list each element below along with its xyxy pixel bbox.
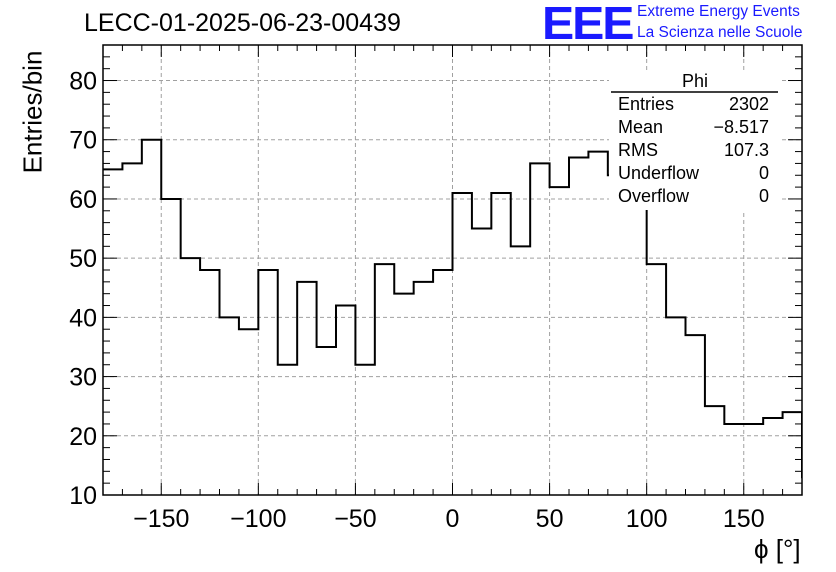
stats-row-label: Mean [618,117,663,137]
histogram-line [103,138,802,479]
y-tick-label: 60 [69,186,97,214]
x-tick-label: 0 [446,505,460,533]
stats-row-label: RMS [618,140,658,160]
x-tick-label: −150 [133,505,189,533]
plot-title: LECC-01-2025-06-23-00439 [84,9,401,37]
stats-row-value: 0 [759,163,769,183]
y-tick-label: 70 [69,127,97,155]
y-tick-label: 40 [69,304,97,332]
y-tick-label: 20 [69,423,97,451]
x-tick-label: 50 [536,505,564,533]
brand-line-1: Extreme Energy Events [637,3,800,20]
stats-row-value: 0 [759,186,769,206]
x-tick-label: −100 [230,505,286,533]
stats-row-value: 107.3 [724,140,769,160]
y-tick-label: 30 [69,364,97,392]
eee-logo: EEE [542,0,634,49]
stats-row-value: 2302 [729,94,769,114]
stats-box-name: Phi [682,71,708,91]
y-tick-label: 50 [69,245,97,273]
stats-box-bg [609,70,779,210]
x-axis-label: ϕ [°] [754,534,801,564]
x-tick-label: −50 [334,505,376,533]
stats-row-label: Underflow [618,163,700,183]
x-tick-label: 100 [626,505,668,533]
y-tick-label: 10 [69,482,97,510]
stats-row-value: −8.517 [713,117,769,137]
stats-row-label: Overflow [618,186,690,206]
stats-row-label: Entries [618,94,674,114]
x-tick-label: 150 [723,505,765,533]
brand-line-2: La Scienza nelle Scuole [637,24,803,41]
y-tick-label: 80 [69,68,97,96]
